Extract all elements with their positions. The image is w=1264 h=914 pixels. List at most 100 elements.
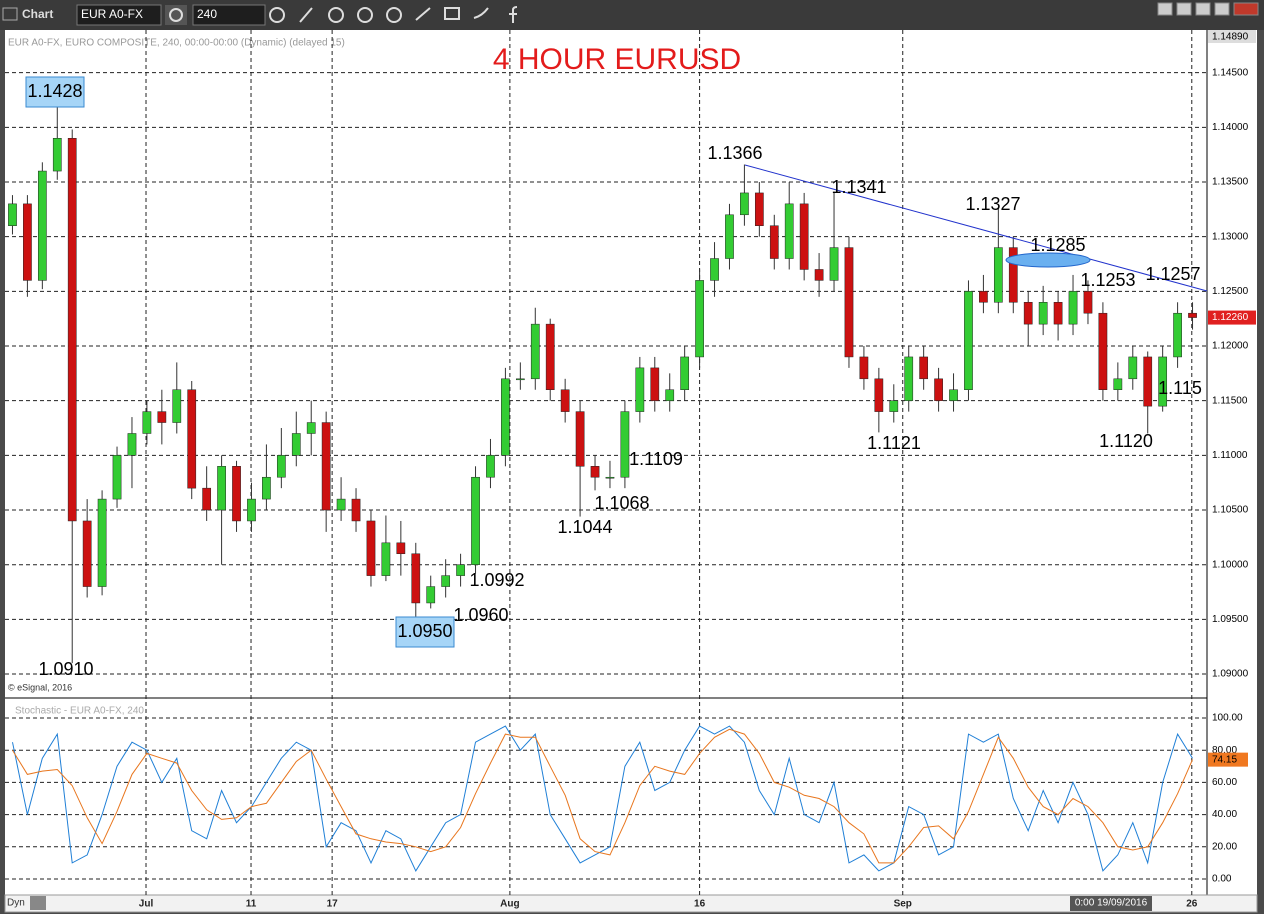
symbol-box[interactable] [76,4,162,26]
comment-icon[interactable] [444,7,460,20]
candle-body [964,291,973,390]
candle-body [934,378,943,401]
x-tick-label: 16 [694,899,706,910]
annotation-box [25,76,85,108]
candle-body [426,586,436,604]
chart-title: 4 HOUR EURUSD [493,43,741,76]
refresh-icon[interactable] [328,7,344,23]
candle-body [784,203,794,259]
candle-body [620,411,630,478]
candle-body [560,389,570,412]
y-tick-label: 1.13000 [1212,231,1249,242]
candle-body [904,356,914,401]
candle-body [680,356,690,390]
candle-body [725,214,734,259]
play-icon[interactable] [357,7,373,23]
candle-body [97,498,107,587]
cursor-time: 0:00 19/09/2016 [1075,898,1148,909]
settings-button[interactable] [165,5,187,25]
settings-icon [169,8,183,22]
clock-icon[interactable] [269,7,285,23]
highlight-ellipse[interactable] [1005,252,1091,268]
y-tick-label: 80.00 [1212,745,1237,756]
annotation: 1.1253 [1080,270,1135,290]
mode[interactable]: Dyn [7,898,25,909]
toolbar [0,0,1264,30]
candle-body [336,498,346,511]
y-tick-label: 1.13500 [1212,177,1249,188]
candle-body [291,433,301,456]
top-price-box [1208,30,1256,43]
candle-body [859,356,869,380]
help-button[interactable] [1157,2,1173,16]
candle-body [515,378,525,381]
interval-box[interactable] [192,4,266,26]
stochastic-line [12,728,1193,864]
draw-icon[interactable] [299,7,313,23]
candle-body [1158,356,1168,407]
stochastic-line [12,725,1193,872]
candle-body [202,487,212,511]
candle-body [545,323,555,390]
candle-body [844,247,854,358]
y-tick-label: 100.00 [1212,713,1243,724]
candle-body [829,247,839,281]
candle-body [396,542,406,555]
annotation: 1.1068 [594,493,649,513]
x-tick-label: 26 [1186,899,1198,910]
candle-body [814,269,824,281]
maximize-button[interactable] [1214,2,1230,16]
candle-body [949,389,958,401]
candle-body [441,575,451,587]
candle-body [993,247,1003,303]
stochastic-title: Stochastic - EUR A0-FX, 240 [15,706,144,717]
annotation: 1.1257 [1145,264,1200,284]
candle-body [889,400,899,412]
annotation: 1.1366 [707,143,762,163]
annotation: 1.1285 [1030,235,1085,255]
last-value-box [1208,752,1248,767]
annotation: 1.0910 [38,659,93,679]
candle-body [1008,247,1018,303]
last-value-label: 74.15 [1212,754,1237,765]
candle-body [501,378,510,456]
candle-body [1143,356,1153,407]
candle-body [112,455,122,500]
candle-body [1098,312,1108,390]
candle-body [321,422,331,511]
mode-box[interactable] [30,896,46,910]
candle-body [1083,291,1093,314]
search-icon[interactable] [386,7,402,23]
candle-body [590,466,600,478]
cursor-time-box [1070,896,1152,911]
annotation: 1.0960 [453,605,508,625]
candle-body [874,378,884,412]
y-tick-label: 1.14500 [1212,67,1249,78]
annotation: 1.1044 [557,517,612,537]
close-button[interactable] [1233,2,1259,16]
candle-body [575,411,585,467]
twitter-icon[interactable] [473,7,489,19]
x-tick-label: Aug [500,899,519,910]
candle-body [471,476,480,565]
facebook-icon[interactable] [509,6,518,23]
minimize-button[interactable] [1176,2,1192,16]
trend-line[interactable] [744,164,1208,292]
candle-body [1113,378,1123,390]
chart-subtitle: EUR A0-FX, EURO COMPOSITE, 240, 00:00-00… [8,38,345,49]
candle-body [247,498,256,522]
last-price-label: 1.12260 [1212,312,1249,323]
y-tick-label: 1.09500 [1212,614,1249,625]
symbol[interactable]: EUR A0-FX [81,7,143,21]
restore-button[interactable] [1195,2,1211,16]
candle-body [157,411,167,423]
interval[interactable]: 240 [197,7,217,21]
y-tick-label: 20.00 [1212,841,1237,852]
annotation: 1.1327 [965,194,1020,214]
link-icon[interactable] [415,7,431,21]
candle-body [366,520,376,576]
chart-icon [2,7,18,21]
candle-body [8,203,17,226]
y-tick-label: 40.00 [1212,809,1237,820]
